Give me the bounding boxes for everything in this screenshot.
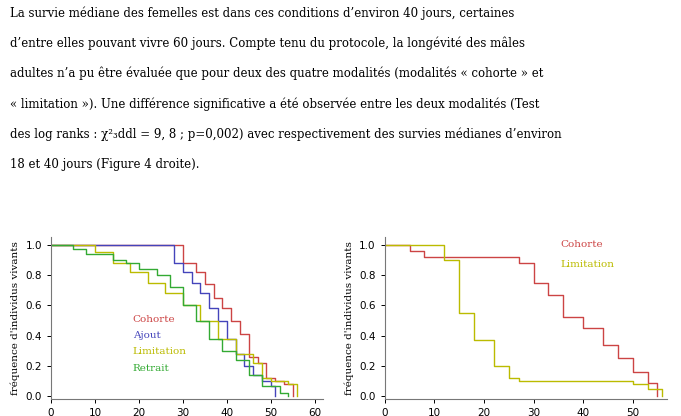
Text: Cohorte: Cohorte bbox=[560, 240, 603, 249]
Y-axis label: fréquence d'individus vivants: fréquence d'individus vivants bbox=[10, 241, 20, 395]
Text: des log ranks : χ²₃ddl = 9, 8 ; p=0,002) avec respectivement des survies médiane: des log ranks : χ²₃ddl = 9, 8 ; p=0,002)… bbox=[10, 128, 562, 141]
Text: Limitation: Limitation bbox=[560, 260, 614, 269]
Text: « limitation »). Une différence significative a été observée entre les deux moda: « limitation »). Une différence signific… bbox=[10, 97, 539, 111]
Text: 18 et 40 jours (Figure 4 droite).: 18 et 40 jours (Figure 4 droite). bbox=[10, 158, 200, 171]
Text: Retrait: Retrait bbox=[133, 364, 170, 373]
Text: Limitation: Limitation bbox=[133, 347, 187, 357]
Text: d’entre elles pouvant vivre 60 jours. Compte tenu du protocole, la longévité des: d’entre elles pouvant vivre 60 jours. Co… bbox=[10, 37, 525, 50]
Text: adultes n’a pu être évaluée que pour deux des quatre modalités (modalités « coho: adultes n’a pu être évaluée que pour deu… bbox=[10, 67, 543, 80]
Text: La survie médiane des femelles est dans ces conditions d’environ 40 jours, certa: La survie médiane des femelles est dans … bbox=[10, 6, 515, 20]
Text: Cohorte: Cohorte bbox=[133, 315, 176, 324]
Y-axis label: fréquence d'individus vivants: fréquence d'individus vivants bbox=[344, 241, 353, 395]
Text: Ajout: Ajout bbox=[133, 331, 161, 340]
